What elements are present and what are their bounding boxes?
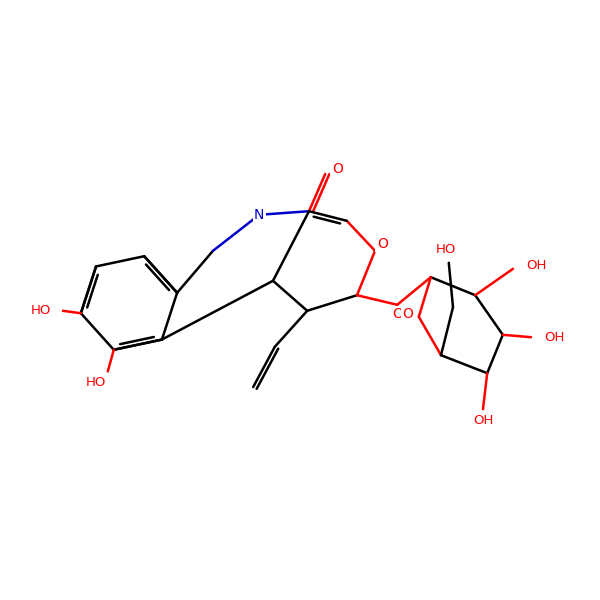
Text: O: O — [392, 307, 403, 322]
Text: HO: HO — [86, 376, 107, 389]
Text: OH: OH — [544, 331, 565, 344]
Text: OH: OH — [473, 413, 493, 427]
Text: O: O — [403, 307, 413, 321]
Text: O: O — [377, 236, 388, 251]
Text: O: O — [332, 162, 343, 176]
Text: N: N — [254, 208, 265, 222]
Text: HO: HO — [436, 243, 456, 256]
Text: OH: OH — [526, 259, 547, 272]
Text: HO: HO — [31, 304, 51, 317]
